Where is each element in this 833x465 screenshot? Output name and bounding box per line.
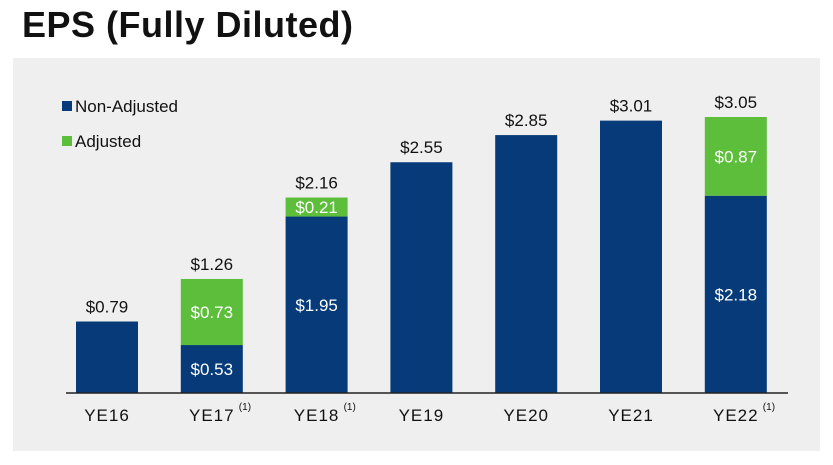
- footnote-marker-ye18: (1): [344, 402, 356, 413]
- total-label-ye21: $3.01: [610, 97, 653, 116]
- legend-label-adjusted: Adjusted: [75, 132, 141, 151]
- total-label-ye18: $2.16: [295, 174, 338, 193]
- x-tick-label-ye16: YE16: [84, 406, 130, 425]
- bar-adjusted-ye17: [180, 278, 243, 346]
- total-label-ye20: $2.85: [505, 111, 548, 130]
- segment-label-non-adjusted-ye22: $2.18: [715, 285, 758, 304]
- segment-label-non-adjusted-ye17: $0.53: [191, 360, 234, 379]
- bar-non-adjusted-ye21: [600, 120, 662, 393]
- segment-label-adjusted-ye18: $0.21: [295, 198, 338, 217]
- bar-adjusted-ye22: [704, 117, 767, 196]
- bar-non-adjusted-ye17: [180, 345, 243, 393]
- bar-non-adjusted-ye18: [285, 216, 348, 393]
- legend-label-non-adjusted: Non-Adjusted: [75, 97, 178, 116]
- segment-label-adjusted-ye22: $0.87: [715, 147, 758, 166]
- x-tick-label-ye17: YE17: [189, 406, 235, 425]
- legend-swatch-non-adjusted: [62, 101, 72, 111]
- total-label-ye17: $1.26: [191, 255, 234, 274]
- bar-non-adjusted-ye19: [390, 162, 453, 393]
- bar-non-adjusted-ye20: [495, 135, 558, 393]
- total-label-ye22: $3.05: [715, 93, 758, 112]
- footnote-marker-ye22: (1): [763, 402, 775, 413]
- legend-swatch-adjusted: [62, 136, 72, 146]
- segment-label-non-adjusted-ye18: $1.95: [295, 296, 338, 315]
- segment-label-adjusted-ye17: $0.73: [191, 303, 234, 322]
- x-tick-label-ye18: YE18: [294, 406, 340, 425]
- page-title: EPS (Fully Diluted): [22, 4, 354, 45]
- x-tick-label-ye19: YE19: [399, 406, 445, 425]
- bar-non-adjusted-ye22: [704, 195, 767, 393]
- total-label-ye16: $0.79: [86, 298, 129, 317]
- x-tick-label-ye22: YE22: [713, 406, 759, 425]
- bar-non-adjusted-ye16: [76, 321, 138, 393]
- x-tick-label-ye21: YE21: [608, 406, 654, 425]
- total-label-ye19: $2.55: [400, 138, 443, 157]
- x-tick-label-ye20: YE20: [503, 406, 549, 425]
- bar-adjusted-ye18: [285, 197, 348, 217]
- footnote-marker-ye17: (1): [239, 402, 251, 413]
